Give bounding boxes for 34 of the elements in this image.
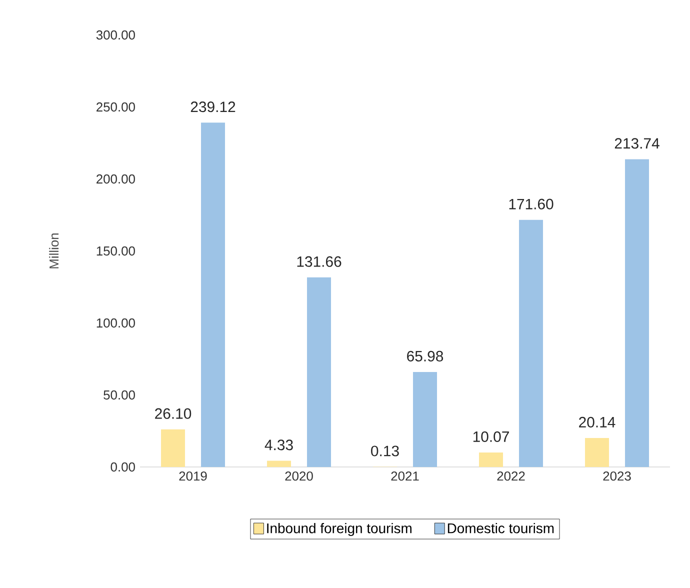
y-tick-label: 300.00 [96,30,135,40]
x-tick-label: 2021 [391,472,419,481]
data-label: 26.10 [155,408,192,419]
bar [201,122,226,467]
data-label: 20.14 [579,416,616,428]
bar [267,460,292,467]
y-tick-label: 150.00 [96,246,135,256]
data-label: 239.12 [190,102,236,112]
y-tick-label: 50.00 [104,390,135,400]
x-tick-label: 2022 [497,472,525,481]
data-label: 171.60 [509,198,554,210]
bar [413,372,438,467]
x-tick-label: 2023 [603,472,631,481]
bar [307,277,332,467]
bar [161,429,186,467]
y-tick-label: 250.00 [96,102,135,112]
data-label: 65.98 [407,350,444,362]
y-axis-title: Million [49,233,59,268]
bar [625,159,650,467]
bar [519,220,544,467]
data-label: 4.33 [264,440,293,450]
data-label: 0.13 [371,446,399,456]
data-label: 10.07 [473,431,509,442]
legend-label: Domestic tourism [448,523,554,534]
bar [479,452,504,467]
y-tick-label: 200.00 [96,174,135,184]
bar [585,438,609,467]
data-label: 131.66 [297,256,342,267]
data-label: 213.74 [614,138,660,149]
x-tick-label: 2020 [285,472,313,481]
legend-label: Inbound foreign tourism [267,523,412,536]
x-tick-label: 2019 [179,472,207,481]
y-tick-label: 100.00 [96,318,135,328]
y-tick-label: 0.00 [110,462,135,472]
